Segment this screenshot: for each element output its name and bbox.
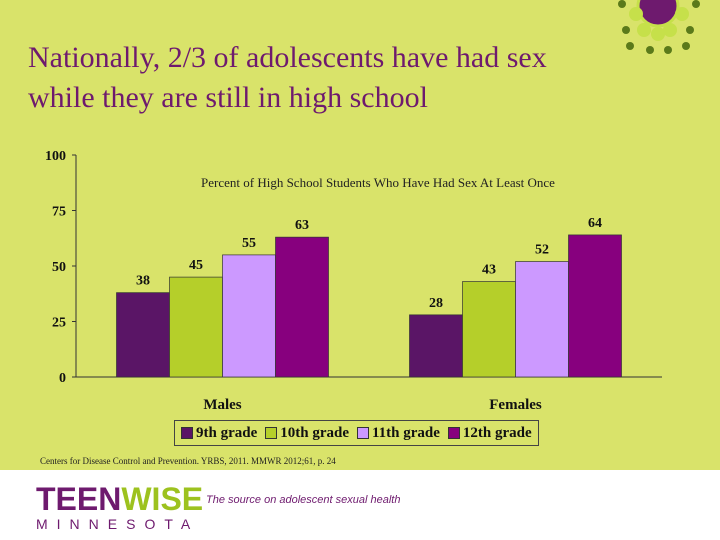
- logo-teen: TEEN: [36, 481, 122, 517]
- y-tick-label: 25: [52, 316, 66, 331]
- logo-subtitle: MINNESOTA: [36, 516, 200, 532]
- bar: [222, 254, 276, 378]
- footer: TEENWISE MINNESOTA The source on adolesc…: [0, 470, 720, 540]
- tagline: The source on adolescent sexual health: [206, 494, 401, 506]
- data-label: 43: [482, 263, 496, 278]
- data-label: 38: [136, 274, 150, 289]
- bar: [568, 234, 622, 378]
- legend-label: 12th grade: [462, 424, 532, 441]
- teenwise-logo: TEENWISE MINNESOTA: [36, 481, 204, 532]
- category-label: Females: [489, 397, 542, 413]
- data-label: 45: [189, 258, 203, 273]
- legend-label: 11th grade: [372, 424, 440, 441]
- source-citation: Centers for Disease Control and Preventi…: [40, 456, 336, 466]
- y-tick-label: 0: [59, 371, 66, 386]
- bar: [462, 281, 516, 378]
- legend-swatch: [447, 427, 460, 439]
- data-label: 52: [535, 243, 549, 258]
- chart-title: Percent of High School Students Who Have…: [201, 175, 555, 190]
- bar: [169, 276, 223, 378]
- legend-label: 9th grade: [196, 424, 258, 441]
- legend-item: 12th grade: [447, 424, 532, 442]
- legend-label: 10th grade: [280, 424, 349, 441]
- bar: [116, 292, 170, 378]
- logo-wise: WISE: [121, 481, 204, 517]
- y-tick-label: 75: [52, 205, 66, 220]
- bar: [515, 261, 569, 378]
- legend-swatch: [357, 427, 369, 439]
- bar: [275, 236, 329, 378]
- bar-chart: Percent of High School Students Who Have…: [45, 149, 662, 413]
- decorative-dots-icon: [618, 0, 700, 54]
- legend-item: 9th grade: [181, 425, 257, 442]
- y-tick-label: 100: [45, 149, 66, 164]
- data-label: 28: [429, 296, 443, 311]
- bar: [409, 314, 463, 378]
- y-tick-label: 50: [52, 260, 66, 275]
- legend-item: 10th grade: [265, 425, 349, 442]
- data-label: 63: [295, 218, 309, 233]
- legend-item: 11th grade: [357, 425, 440, 442]
- chart-legend: 9th grade 10th grade 11th grade 12th gra…: [174, 420, 539, 446]
- data-label: 64: [588, 216, 602, 231]
- legend-swatch: [181, 427, 193, 439]
- legend-swatch: [265, 427, 278, 439]
- slide: Nationally, 2/3 of adolescents have had …: [28, 0, 700, 466]
- data-label: 55: [242, 236, 256, 251]
- category-label: Males: [203, 397, 241, 413]
- slide-title: Nationally, 2/3 of adolescents have had …: [28, 41, 547, 114]
